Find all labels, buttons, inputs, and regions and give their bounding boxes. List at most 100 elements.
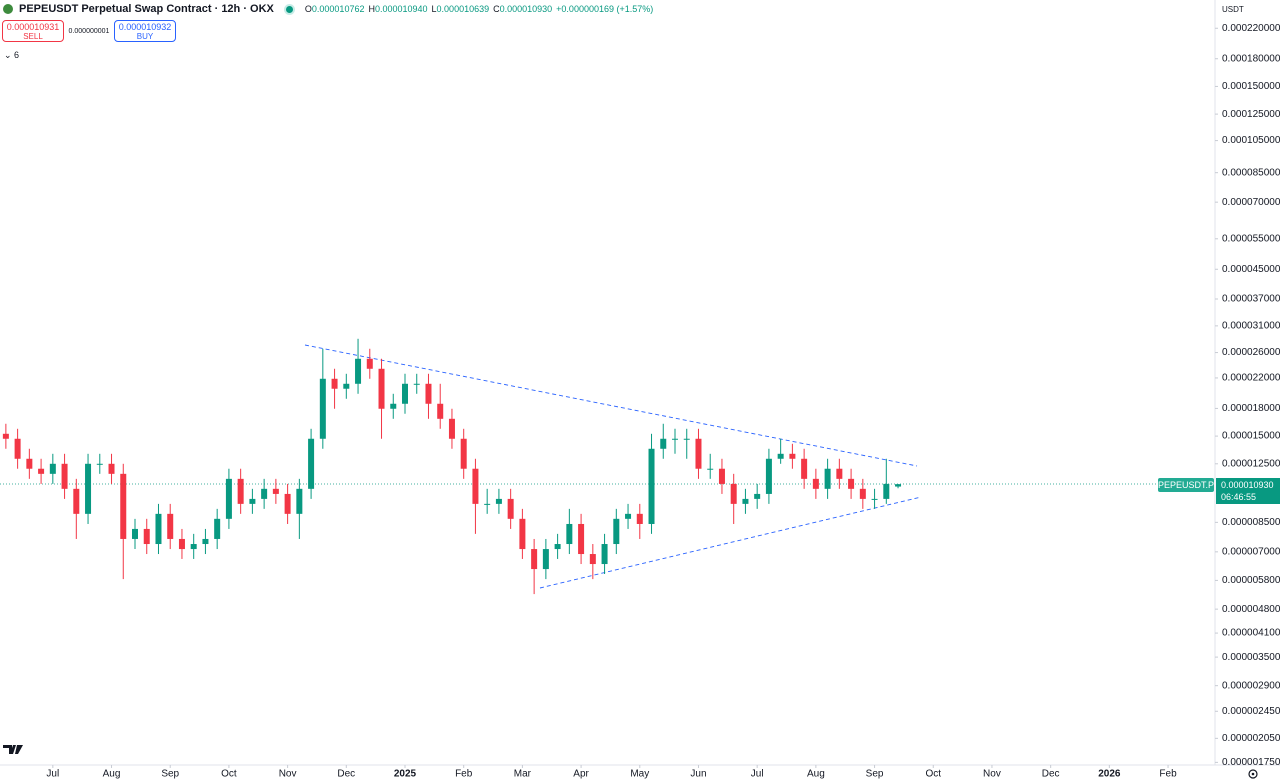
candle-body: [789, 453, 796, 459]
bar-countdown: 06:46:55: [1221, 492, 1257, 502]
candle-body: [836, 468, 843, 479]
candle-body: [648, 448, 655, 524]
ohlc-key: L: [431, 4, 437, 14]
candle-body: [132, 528, 138, 539]
candle-body: [448, 418, 455, 439]
candle-body: [801, 458, 808, 479]
candle-body: [331, 378, 338, 389]
candle-body: [225, 478, 232, 519]
y-tick-label: 0.000004100: [1222, 628, 1280, 639]
candle-body: [308, 438, 315, 489]
y-tick-label: 0.000037000: [1222, 294, 1280, 305]
y-tick-label: 0.000150000: [1222, 81, 1280, 92]
candle-body: [742, 498, 749, 504]
ohlc-change: +0.000000169 (+1.57%): [556, 4, 654, 14]
candle-body: [578, 523, 585, 555]
candle-body: [531, 549, 538, 570]
candle-body: [284, 493, 291, 514]
y-tick-label: 0.000031000: [1222, 321, 1280, 332]
candle-body: [237, 478, 244, 504]
settings-icon[interactable]: [1248, 769, 1258, 779]
candle-body: [765, 458, 772, 494]
y-tick-label: 0.000005800: [1222, 575, 1280, 586]
y-tick-label: 0.000004800: [1222, 604, 1280, 615]
candle-body: [437, 403, 444, 419]
candle-body: [718, 468, 725, 484]
symbol-title[interactable]: PEPEUSDT Perpetual Swap Contract · 12h ·…: [19, 3, 274, 15]
candle-body: [660, 438, 667, 449]
candle-body: [2, 433, 9, 439]
ohlc-key: H: [368, 4, 375, 14]
price-tag: 0.000010930 06:46:55: [1216, 478, 1280, 504]
candle-body: [554, 544, 561, 550]
candle-body: [355, 358, 362, 384]
candle-body: [484, 503, 491, 505]
candle-body: [296, 488, 303, 514]
buy-button[interactable]: 0.000010932 BUY: [114, 20, 176, 42]
candle-body: [319, 378, 326, 439]
candle-body: [425, 383, 432, 404]
candle-body: [683, 438, 690, 440]
market-status[interactable]: [285, 5, 293, 13]
candle-body: [460, 438, 467, 469]
x-tick-label: Sep: [866, 769, 884, 780]
candle-body: [871, 498, 878, 500]
trade-panel: 0.000010931 SELL 0.000000001 0.000010932 B…: [2, 20, 176, 42]
last-price: 0.000010930: [1221, 480, 1274, 490]
x-tick-label: Dec: [1042, 769, 1060, 780]
currency[interactable]: USDT: [1222, 5, 1244, 14]
candle-body: [61, 463, 68, 489]
ohlc-key: O: [304, 4, 312, 14]
y-tick-label: 0.000105000: [1222, 135, 1280, 146]
candle-body: [202, 538, 209, 545]
x-tick-label: Nov: [279, 769, 297, 780]
candle-body: [848, 478, 855, 489]
candle-body: [366, 358, 373, 369]
candle-body: [754, 493, 761, 499]
candle-body: [178, 538, 185, 550]
x-tick-label: Oct: [925, 769, 941, 780]
candle-body: [472, 468, 479, 504]
y-tick-label: 0.000003500: [1222, 652, 1280, 663]
x-tick-label: Oct: [221, 769, 237, 780]
x-tick-label: Sep: [161, 769, 179, 780]
x-tick-label: Jul: [751, 769, 764, 780]
indicators-toggle[interactable]: ⌄ 6: [4, 50, 20, 60]
ohlc-key: C: [493, 4, 500, 14]
x-tick-label: Apr: [573, 769, 589, 780]
candle-body: [695, 438, 702, 469]
candle-body: [38, 468, 45, 474]
candle-body: [507, 498, 514, 519]
candle-body: [812, 478, 819, 489]
candle-body: [214, 518, 221, 539]
symbol-logo: [3, 4, 13, 14]
y-tick-label: 0.000070000: [1222, 197, 1280, 208]
x-tick-label: Dec: [337, 769, 355, 780]
candle-body: [895, 484, 902, 487]
y-tick-label: 0.000015000: [1222, 431, 1280, 442]
candle-body: [390, 403, 397, 409]
y-tick-label: 0.000018000: [1222, 403, 1280, 414]
indicators-count: 6: [14, 50, 20, 60]
buy-price: 0.000010932: [118, 22, 172, 32]
lower-trendline[interactable]: [539, 496, 922, 589]
candle-body: [167, 513, 174, 539]
candle-body: [261, 488, 268, 499]
y-tick-label: 0.000007000: [1222, 546, 1280, 557]
candle-body: [707, 468, 714, 470]
x-tick-label: Nov: [983, 769, 1001, 780]
y-tick-label: 0.000055000: [1222, 233, 1280, 244]
y-tick-label: 0.000002450: [1222, 706, 1280, 717]
x-tick-label: Jul: [46, 769, 59, 780]
y-tick-label: 0.000001750: [1222, 757, 1280, 768]
x-tick-label: 2026: [1098, 769, 1121, 780]
upper-trendline[interactable]: [304, 344, 918, 467]
candle-body: [777, 453, 784, 459]
tradingview-logo[interactable]: [3, 745, 23, 754]
candle-body: [190, 544, 197, 550]
x-tick-label: Aug: [103, 769, 121, 780]
sell-button[interactable]: 0.000010931 SELL: [2, 20, 64, 42]
candle-body: [108, 463, 115, 474]
